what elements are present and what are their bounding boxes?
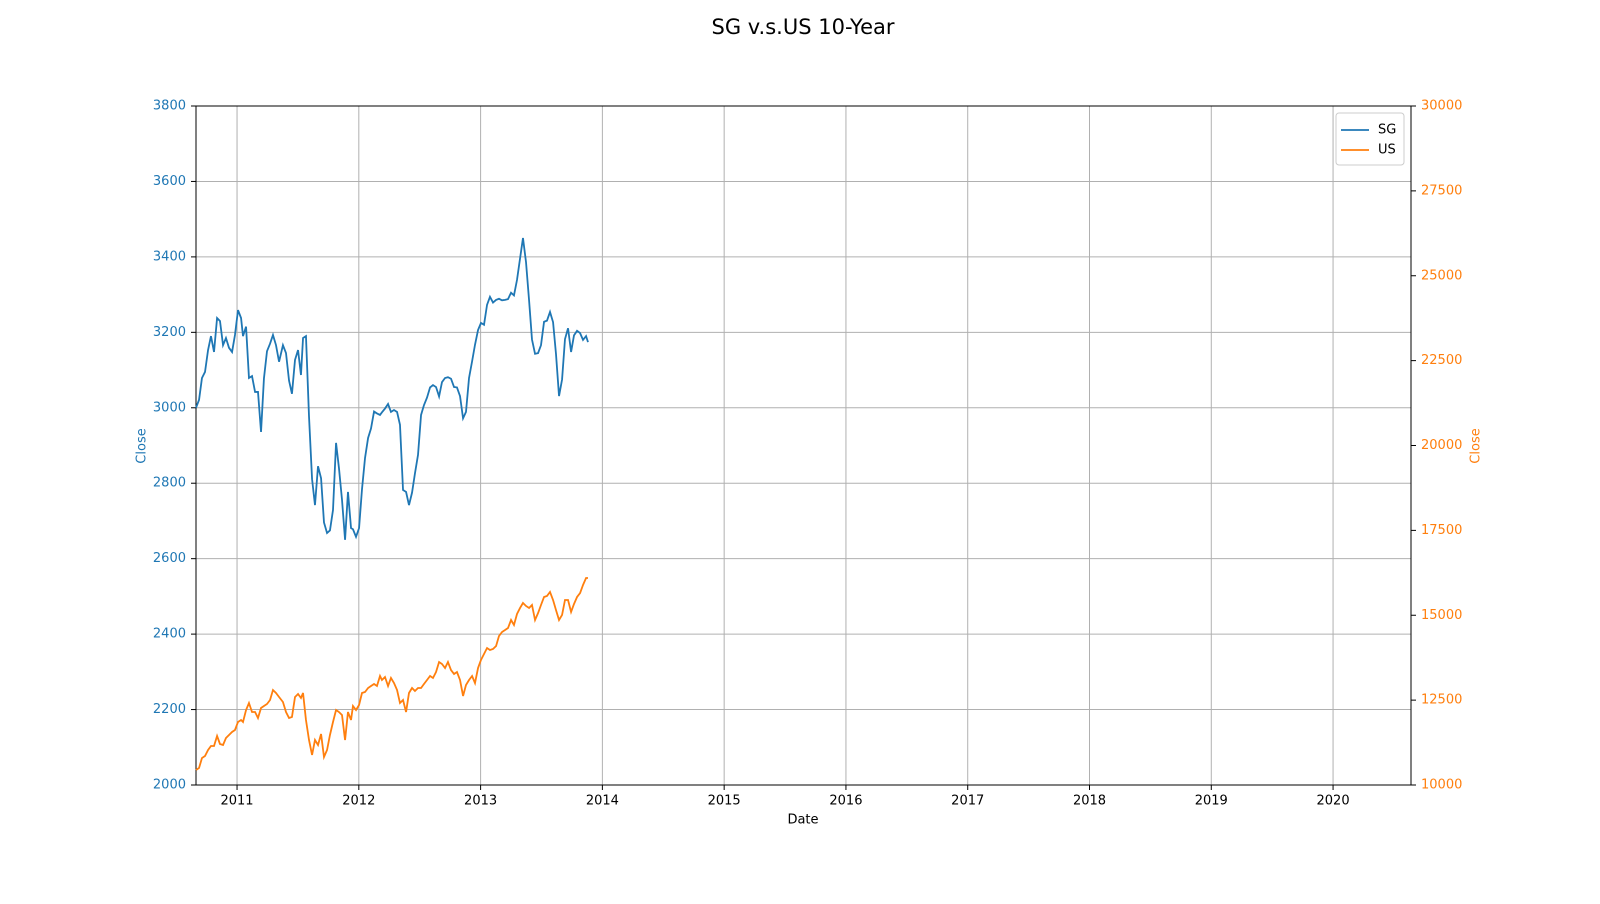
y-tick-label: 2200 xyxy=(153,702,186,717)
y2-tick-label: 30000 xyxy=(1421,99,1462,114)
y2-tick-label: 27500 xyxy=(1421,183,1462,198)
y2-tick-label: 10000 xyxy=(1421,778,1462,793)
series-line xyxy=(195,577,589,771)
x-tick-label: 2016 xyxy=(829,794,862,809)
y-tick-label: 3000 xyxy=(153,400,186,415)
y2-tick-label: 25000 xyxy=(1421,268,1462,283)
x-tick-label: 2019 xyxy=(1195,794,1228,809)
y2-tick-label: 22500 xyxy=(1421,353,1462,368)
x-tick-label: 2014 xyxy=(586,794,619,809)
y2-tick-label: 20000 xyxy=(1421,438,1462,453)
y-tick-label: 2000 xyxy=(153,778,186,793)
series-line xyxy=(195,237,589,540)
x-tick-label: 2015 xyxy=(708,794,741,809)
y2-tick-label: 17500 xyxy=(1421,523,1462,538)
plot-frame xyxy=(195,105,1412,786)
y-tick-label: 3200 xyxy=(153,325,186,340)
x-tick-label: 2011 xyxy=(220,794,253,809)
x-axis-label: Date xyxy=(787,813,818,828)
y-tick-label: 3400 xyxy=(153,249,186,264)
y-tick-label: 2400 xyxy=(153,627,186,642)
x-tick-label: 2017 xyxy=(951,794,984,809)
y-tick-label: 3800 xyxy=(153,99,186,114)
y-axis-label: Close xyxy=(135,428,150,463)
y2-axis-label: Close xyxy=(1469,428,1484,463)
legend-label: SG xyxy=(1378,123,1396,138)
y-tick-label: 2600 xyxy=(153,551,186,566)
x-tick-label: 2013 xyxy=(464,794,497,809)
chart-title: SG v.s.US 10-Year xyxy=(711,15,894,39)
y2-tick-label: 15000 xyxy=(1421,608,1462,623)
x-tick-label: 2012 xyxy=(342,794,375,809)
x-tick-label: 2018 xyxy=(1073,794,1106,809)
legend-label: US xyxy=(1378,143,1396,158)
x-tick-label: 2020 xyxy=(1317,794,1350,809)
legend-box xyxy=(1335,112,1405,166)
y-tick-label: 2800 xyxy=(153,476,186,491)
y2-tick-label: 12500 xyxy=(1421,693,1462,708)
y-tick-label: 3600 xyxy=(153,174,186,189)
